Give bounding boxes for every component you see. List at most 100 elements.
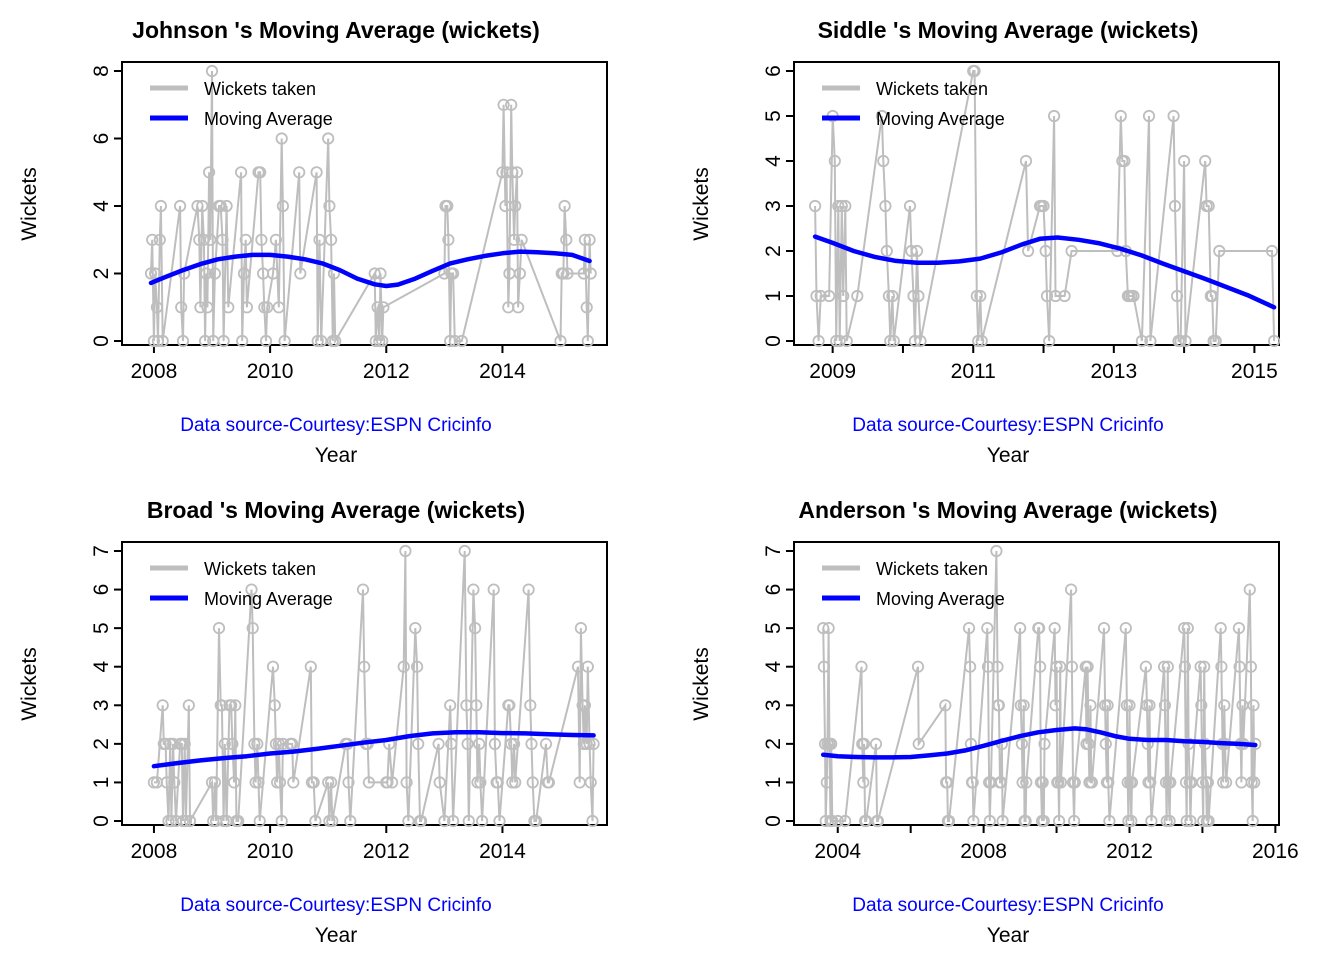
data-point-marker bbox=[268, 699, 281, 712]
data-point-marker bbox=[212, 622, 226, 635]
data-point-marker bbox=[414, 814, 428, 828]
x-axis: 2008 2010 2012 2014 bbox=[131, 345, 526, 383]
y-tick-label: 4 bbox=[90, 661, 113, 673]
data-point-marker bbox=[191, 199, 204, 213]
data-point-marker bbox=[183, 814, 197, 828]
data-point-marker bbox=[1036, 776, 1049, 789]
data-point-marker bbox=[578, 233, 592, 246]
data-point-marker bbox=[823, 289, 836, 303]
data-point-marker bbox=[994, 776, 1008, 789]
data-point-marker bbox=[240, 301, 253, 314]
data-point-marker bbox=[1195, 699, 1208, 712]
data-point-marker bbox=[326, 814, 339, 828]
data-point-marker bbox=[1209, 334, 1222, 348]
data-point-marker bbox=[837, 289, 850, 303]
data-point-marker bbox=[377, 301, 390, 314]
data-point-marker bbox=[839, 199, 852, 213]
y-tick-label: 4 bbox=[90, 200, 113, 212]
data-point-marker bbox=[580, 301, 593, 314]
data-point-marker bbox=[526, 776, 539, 789]
x-tick-label: 2014 bbox=[479, 840, 526, 863]
data-point-marker bbox=[255, 233, 268, 246]
data-point-marker bbox=[962, 622, 976, 635]
data-point-marker bbox=[275, 132, 288, 145]
data-point-marker bbox=[1180, 814, 1193, 828]
y-tick-label: 1 bbox=[90, 777, 113, 789]
data-point-marker bbox=[1114, 109, 1127, 123]
wickets-taken-series bbox=[809, 64, 1281, 348]
y-axis-label: Wickets bbox=[18, 647, 41, 721]
data-point-marker bbox=[1202, 814, 1215, 828]
data-point-marker bbox=[402, 814, 415, 828]
data-point-marker bbox=[442, 233, 455, 246]
data-point-marker bbox=[558, 199, 571, 213]
data-point-marker bbox=[939, 699, 952, 712]
y-tick-label: 2 bbox=[90, 738, 113, 750]
data-point-marker bbox=[840, 334, 853, 348]
x-tick-label: 2010 bbox=[247, 360, 294, 383]
data-point-marker bbox=[857, 776, 870, 789]
data-point-marker bbox=[911, 660, 925, 673]
data-point-marker bbox=[446, 814, 460, 828]
data-point-marker bbox=[1037, 199, 1050, 213]
data-point-marker bbox=[1179, 776, 1193, 789]
data-point-marker bbox=[1102, 776, 1115, 789]
y-tick-label: 3 bbox=[762, 699, 785, 711]
siddle-chart: 2009 2011 2013 2015 0 1 2 3 4 5 6 Wickets taken Movi… bbox=[762, 61, 1281, 383]
data-point-marker bbox=[381, 776, 394, 789]
data-point-marker bbox=[410, 660, 424, 673]
data-point-marker bbox=[905, 244, 918, 258]
data-point-marker bbox=[324, 776, 338, 789]
data-point-marker bbox=[819, 814, 832, 828]
x-axis-label: Year bbox=[314, 924, 358, 947]
data-point-marker bbox=[275, 814, 288, 828]
data-point-marker bbox=[1013, 622, 1027, 635]
data-point-marker bbox=[205, 64, 219, 78]
data-point-marker bbox=[322, 132, 335, 145]
data-point-marker bbox=[246, 622, 259, 635]
data-point-marker bbox=[467, 583, 480, 596]
data-point-marker bbox=[996, 814, 1009, 828]
data-point-marker bbox=[448, 334, 461, 348]
data-point-marker bbox=[809, 199, 822, 213]
data-point-marker bbox=[178, 737, 191, 750]
data-point-marker bbox=[154, 199, 167, 213]
data-point-marker bbox=[522, 583, 535, 596]
wickets-taken-line bbox=[814, 70, 1276, 342]
data-point-marker bbox=[1054, 776, 1067, 789]
chart-title: Siddle 's Moving Average (wickets) bbox=[817, 17, 1199, 43]
x-tick-label: 2004 bbox=[814, 840, 861, 863]
data-point-marker bbox=[1201, 776, 1215, 789]
data-point-marker bbox=[1099, 737, 1112, 750]
data-point-marker bbox=[1082, 737, 1095, 750]
data-point-marker bbox=[159, 737, 172, 750]
y-tick-label: 0 bbox=[90, 815, 113, 827]
data-point-marker bbox=[1067, 814, 1081, 828]
data-point-marker bbox=[981, 660, 995, 673]
data-point-marker bbox=[855, 660, 868, 673]
data-point-marker bbox=[507, 233, 521, 246]
data-point-marker bbox=[1068, 776, 1081, 789]
data-point-marker bbox=[226, 737, 239, 750]
data-point-marker bbox=[287, 776, 300, 789]
data-point-marker bbox=[1215, 660, 1228, 673]
legend-label-moving-average: Moving Average bbox=[876, 109, 1005, 129]
data-point-marker bbox=[273, 776, 287, 789]
data-point-marker bbox=[511, 301, 525, 314]
panel-broad: 2008 2010 2012 2014 0 1 2 3 4 5 6 7 Wickets taken Mov… bbox=[0, 480, 672, 960]
data-point-marker bbox=[146, 233, 159, 246]
data-point-marker bbox=[970, 289, 983, 303]
y-tick-label: 5 bbox=[90, 622, 113, 634]
data-point-marker bbox=[529, 814, 543, 828]
data-point-marker bbox=[1058, 289, 1071, 303]
x-tick-label: 2008 bbox=[131, 840, 178, 863]
x-tick-label: 2008 bbox=[960, 840, 1007, 863]
x-axis: 2009 2011 2013 2015 bbox=[809, 345, 1278, 383]
data-point-marker bbox=[851, 289, 864, 303]
data-point-marker bbox=[1244, 660, 1258, 673]
data-point-marker bbox=[539, 737, 553, 750]
data-point-marker bbox=[1015, 737, 1028, 750]
data-point-marker bbox=[912, 289, 925, 303]
data-point-marker bbox=[1161, 660, 1174, 673]
data-point-marker bbox=[1052, 814, 1066, 828]
